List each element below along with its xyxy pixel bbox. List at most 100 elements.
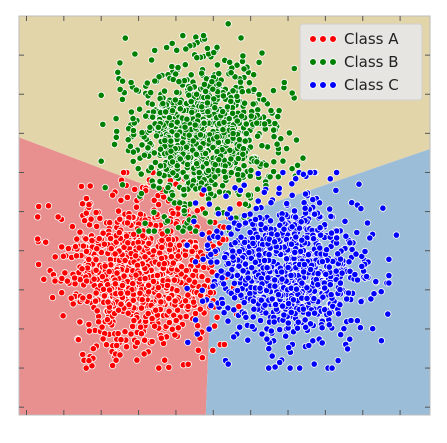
data-point-class-c: [287, 308, 295, 316]
data-point-class-b: [233, 117, 241, 125]
data-point-class-c: [326, 281, 334, 289]
data-point-class-b: [204, 167, 212, 175]
data-point-class-a: [92, 266, 100, 274]
data-point-class-b: [270, 158, 278, 166]
data-point-class-c: [346, 335, 354, 343]
data-point-class-b: [180, 185, 188, 194]
data-point-class-b: [168, 62, 176, 71]
data-point-class-b: [181, 123, 189, 131]
data-point-class-b: [165, 114, 173, 122]
data-point-class-a: [96, 214, 104, 222]
data-point-class-b: [127, 108, 135, 116]
data-point-class-c: [220, 280, 228, 288]
data-point-class-c: [379, 204, 387, 212]
data-point-class-c: [332, 267, 340, 275]
data-point-class-a: [131, 185, 139, 193]
data-point-class-a: [138, 296, 146, 304]
data-point-class-b: [188, 108, 196, 116]
data-point-class-c: [322, 246, 331, 254]
data-point-class-c: [279, 168, 287, 177]
data-point-class-a: [130, 230, 138, 238]
data-point-class-a: [204, 276, 212, 284]
data-point-class-a: [182, 312, 190, 320]
data-point-class-c: [265, 364, 273, 372]
data-point-class-b: [229, 129, 237, 138]
legend-marker-class-a: [329, 35, 337, 43]
data-point-class-b: [234, 154, 242, 163]
data-point-class-b: [142, 112, 150, 120]
data-point-class-a: [135, 244, 143, 252]
data-point-class-c: [306, 265, 315, 274]
data-point-class-c: [257, 296, 265, 304]
data-point-class-c: [299, 305, 307, 313]
data-point-class-b: [253, 158, 261, 166]
data-point-class-b: [168, 158, 177, 166]
data-point-class-a: [35, 202, 43, 211]
data-point-class-c: [299, 268, 308, 276]
data-point-class-b: [147, 164, 155, 172]
data-point-class-a: [58, 243, 66, 251]
data-point-class-b: [211, 104, 219, 112]
data-point-class-a: [73, 235, 81, 243]
data-point-class-a: [169, 209, 177, 217]
data-point-class-a: [51, 253, 59, 261]
data-point-class-c: [256, 316, 265, 325]
data-point-class-c: [318, 257, 326, 266]
data-point-class-b: [221, 173, 230, 181]
data-point-class-b: [154, 123, 162, 131]
data-point-class-c: [336, 301, 344, 309]
data-point-class-a: [165, 363, 173, 371]
data-point-class-a: [71, 274, 79, 282]
data-point-class-b: [258, 142, 266, 150]
data-point-class-c: [235, 262, 243, 270]
data-point-class-b: [155, 73, 163, 81]
data-point-class-c: [230, 306, 238, 314]
data-point-class-c: [280, 311, 288, 319]
data-point-class-a: [64, 245, 73, 253]
data-point-class-a: [163, 281, 172, 289]
data-point-class-b: [206, 218, 214, 226]
data-point-class-a: [99, 229, 107, 237]
data-point-class-c: [325, 309, 333, 317]
data-point-class-c: [345, 258, 353, 266]
data-point-class-b: [288, 165, 296, 173]
data-point-class-a: [145, 239, 153, 247]
data-point-class-a: [151, 322, 159, 330]
data-point-class-a: [42, 238, 50, 246]
data-point-class-a: [95, 318, 103, 326]
data-point-class-c: [254, 197, 262, 205]
data-point-class-a: [78, 200, 87, 208]
data-point-class-b: [293, 161, 302, 169]
data-point-class-c: [191, 258, 200, 266]
data-point-class-b: [229, 87, 237, 95]
data-point-class-a: [106, 219, 114, 227]
data-point-class-c: [318, 324, 326, 332]
data-point-class-c: [362, 272, 371, 281]
data-point-class-c: [304, 251, 313, 259]
data-point-class-b: [129, 126, 137, 135]
data-point-class-b: [229, 109, 237, 117]
data-point-class-b: [258, 49, 266, 57]
data-point-class-a: [209, 346, 217, 354]
data-point-class-a: [74, 336, 83, 344]
data-point-class-b: [199, 31, 208, 40]
data-point-class-a: [133, 338, 141, 347]
data-point-class-b: [219, 92, 227, 100]
data-point-class-c: [377, 337, 385, 345]
data-point-class-a: [105, 267, 113, 276]
data-point-class-c: [310, 309, 319, 317]
data-point-class-b: [141, 219, 149, 227]
data-point-class-c: [207, 301, 215, 310]
data-point-class-a: [63, 277, 72, 285]
data-point-class-c: [292, 285, 301, 293]
data-point-class-c: [205, 325, 213, 333]
data-point-class-a: [114, 306, 123, 314]
data-point-class-a: [137, 304, 146, 312]
data-point-class-b: [213, 133, 221, 141]
data-point-class-c: [203, 241, 212, 249]
data-point-class-b: [204, 108, 212, 116]
data-point-class-c: [254, 169, 262, 178]
data-point-class-b: [167, 121, 175, 129]
data-point-class-a: [161, 356, 169, 364]
data-point-class-a: [145, 288, 153, 296]
